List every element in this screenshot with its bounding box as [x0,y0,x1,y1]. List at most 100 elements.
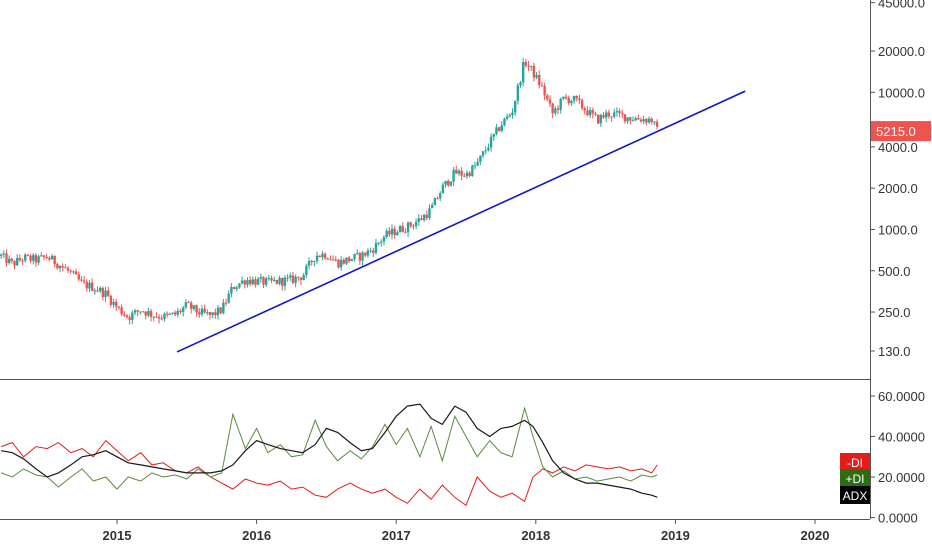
candle-body [144,311,147,316]
candle-body [521,62,525,83]
candle-body [564,96,568,99]
candle-body [58,266,62,269]
candle [216,305,220,320]
axes-layer: 45000.0 20000.0 10000.0 4000.0 2000.0 1000.0 5… [0,0,931,543]
candle [299,276,303,285]
candle [583,106,586,115]
candle-body [334,259,337,261]
candle-body [315,255,319,261]
candle-body [610,116,613,118]
candle-body [48,258,51,260]
candle-body [406,222,410,233]
candle-body [82,280,86,282]
candle-body [409,222,412,226]
candle [302,272,305,281]
candle [53,255,56,268]
candle-body [267,278,271,280]
candle-body [224,302,228,304]
candle [570,99,573,106]
candle [382,235,386,246]
candle [224,298,228,307]
candle [141,310,145,313]
time-tick-label: 2019 [661,528,690,543]
candle [439,191,442,202]
candle [200,305,204,317]
candle [267,274,271,281]
candle-body [580,100,584,109]
candle-body [487,147,490,151]
candle-body [64,267,67,269]
trendline[interactable] [176,90,746,353]
candle [556,105,560,115]
candle [227,290,230,304]
candle-body [527,65,530,67]
candle-body [240,280,244,284]
candle-body [607,112,611,117]
candle-body [417,218,420,222]
candle [21,258,24,266]
candle [356,249,359,255]
candle-body [538,74,541,86]
candle-body [586,110,589,116]
candle [74,268,78,275]
candle [463,173,466,178]
candle [131,310,134,324]
candle-body [414,221,418,227]
candle [444,180,447,188]
candle-body [634,118,637,121]
candle-body [270,278,273,281]
candle-body [377,242,380,244]
candle [615,107,619,117]
candle-body [168,313,171,315]
candle-body [337,259,340,268]
candle-body [393,228,396,236]
candle [540,81,544,87]
candle-body [321,253,324,258]
candle [291,271,295,285]
candle [80,276,83,282]
candle-body [567,98,570,104]
candle-body [203,308,206,313]
legend-tag: ADX [840,486,870,504]
candle-body [428,208,431,218]
candle [476,158,479,167]
candle-body [200,308,204,315]
candle [337,258,340,269]
candle-body [259,277,263,279]
candle [516,82,520,105]
candle [152,316,155,322]
candle [318,255,321,258]
indicator-pane[interactable] [0,403,658,507]
candle-body [398,226,402,233]
candle-body [243,280,246,285]
candle [441,182,445,194]
time-tick-label: 2016 [242,528,271,543]
candle-body [449,181,453,186]
candle-body [599,115,603,124]
candle [13,259,16,270]
candle-body [32,255,35,261]
candle [270,275,273,283]
candle-body [457,170,461,174]
candle [246,277,249,288]
candle-body [251,279,254,285]
legend-tag-label: ADX [843,489,868,503]
candle [283,275,287,291]
candle [489,133,493,152]
price-pane[interactable] [0,57,746,353]
price-tick-label: 10000.0 [878,85,925,100]
candle [591,107,595,119]
candle [572,95,576,105]
candle [262,276,265,288]
price-tick-label: 20000.0 [878,44,925,59]
candle [98,285,102,294]
candle-body [93,290,97,292]
candle-body [42,255,46,257]
candle-body [208,312,212,315]
candle-body [631,120,635,122]
candle-body [297,276,300,278]
candle-body [570,100,573,104]
candle [422,213,426,223]
